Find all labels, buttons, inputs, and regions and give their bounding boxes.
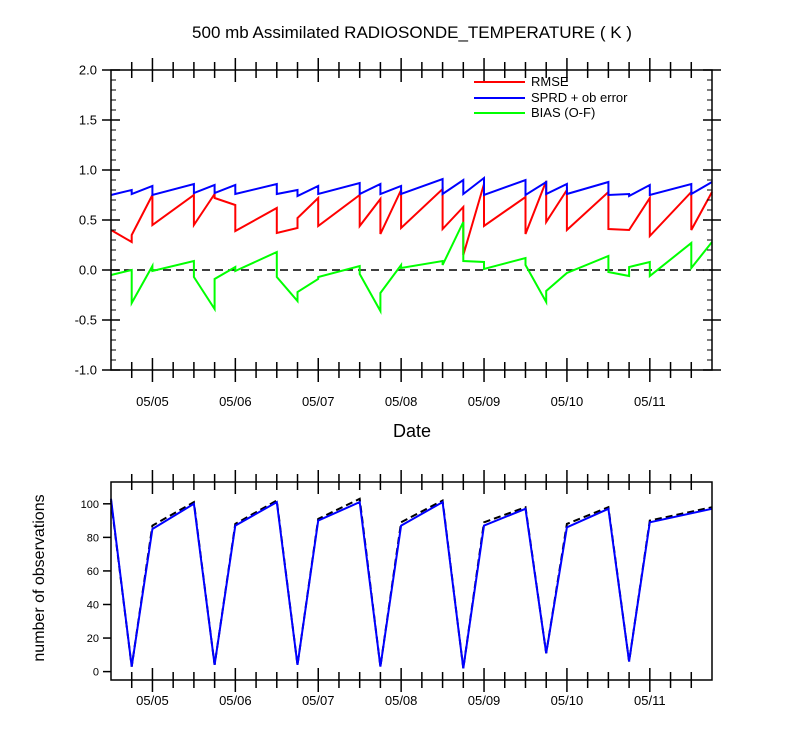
x-tick-label: 05/09 xyxy=(468,693,501,708)
x-tick-label: 05/05 xyxy=(136,693,169,708)
legend-label: SPRD + ob error xyxy=(531,90,628,105)
y-axis-label: number of observations xyxy=(31,494,48,661)
x-tick-label: 05/10 xyxy=(551,394,584,409)
y-tick-label: 60 xyxy=(87,566,99,578)
x-tick-label: 05/05 xyxy=(136,394,169,409)
y-tick-label: 100 xyxy=(81,499,99,511)
x-tick-label: 05/10 xyxy=(551,693,584,708)
y-tick-label: 0.5 xyxy=(79,213,97,228)
y-tick-label: 80 xyxy=(87,532,99,544)
bottom-plot-panel: 0 20 40 60 80 100 05/05 05/06 05/07 05/08 05/09 05/… xyxy=(81,470,713,708)
x-tick-label: 05/07 xyxy=(302,394,335,409)
x-tick-label: 05/07 xyxy=(302,693,335,708)
x-axis-label: Date xyxy=(393,421,431,441)
top-plot-panel: -1.0 -0.5 0.0 0.5 1.0 1.5 2.0 05/05 05/06 05/07 05… xyxy=(75,58,721,409)
y-tick-label: 2.0 xyxy=(79,63,97,78)
y-tick-label: -0.5 xyxy=(75,313,97,328)
y-tick-label: 20 xyxy=(87,633,99,645)
obs-series-line-0 xyxy=(110,497,713,669)
y-tick-label: 1.5 xyxy=(79,113,97,128)
y-tick-label: 40 xyxy=(87,599,99,611)
y-tick-label: -1.0 xyxy=(75,363,97,378)
y-tick-label: 0 xyxy=(93,667,99,679)
top-plot-frame xyxy=(110,69,713,371)
legend-label: BIAS (O-F) xyxy=(531,105,595,120)
x-tick-label: 05/08 xyxy=(385,394,418,409)
x-tick-label: 05/11 xyxy=(634,394,666,409)
x-tick-label: 05/08 xyxy=(385,693,418,708)
series-line-1 xyxy=(110,175,713,198)
x-tick-label: 05/11 xyxy=(634,693,666,708)
bottom-plot-frame xyxy=(110,481,713,681)
chart-title: 500 mb Assimilated RADIOSONDE_TEMPERATUR… xyxy=(192,23,632,42)
y-tick-label: 1.0 xyxy=(79,163,97,178)
x-tick-label: 05/09 xyxy=(468,394,501,409)
legend-label: RMSE xyxy=(531,74,569,89)
y-tick-label: 0.0 xyxy=(79,263,97,278)
series-line-0 xyxy=(110,180,713,256)
series-line-2 xyxy=(110,221,713,315)
x-tick-label: 05/06 xyxy=(219,693,252,708)
obs-series-line-1 xyxy=(110,498,713,669)
x-tick-label: 05/06 xyxy=(219,394,252,409)
